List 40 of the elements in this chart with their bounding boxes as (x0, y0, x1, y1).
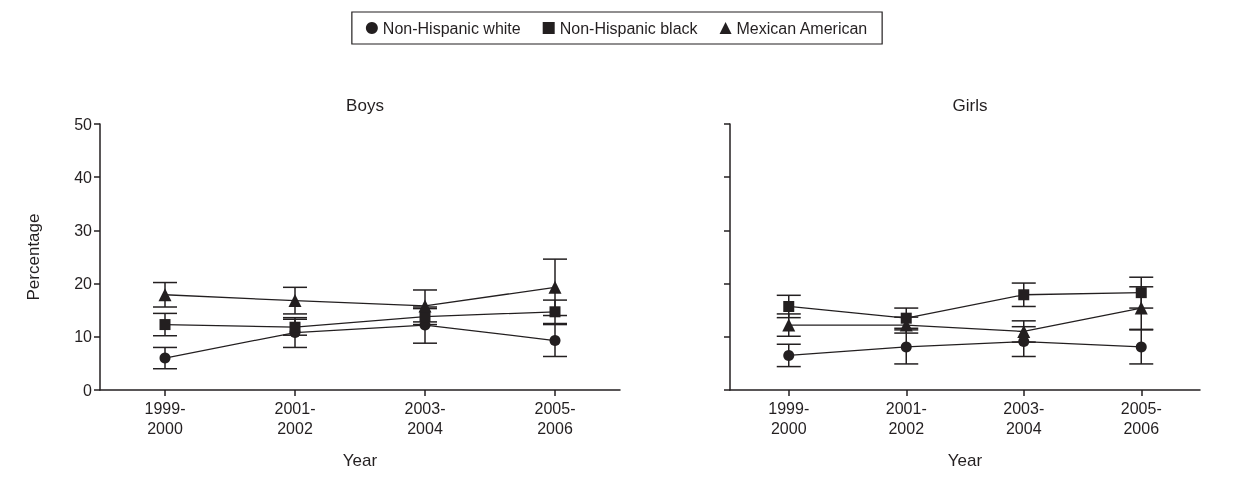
y-tick-label: 0 (83, 381, 93, 399)
legend-label: Non-Hispanic white (382, 19, 521, 37)
point (782, 318, 796, 332)
y-axis-title: Percentage (24, 213, 43, 301)
x-tick-label: 2003- 2004 (1003, 399, 1045, 437)
point (1017, 324, 1031, 338)
point (159, 352, 171, 364)
point (419, 311, 431, 323)
chart-title: Girls (952, 96, 988, 115)
y-tick-label: 20 (74, 275, 93, 293)
legend-label: Non-Hispanic black (559, 19, 699, 37)
point (1135, 341, 1147, 353)
x-tick-label: 2003- 2004 (404, 399, 446, 437)
x-tick-label: 1999- 2000 (768, 399, 810, 437)
y-tick-label: 10 (74, 328, 93, 346)
point (783, 300, 795, 312)
x-tick-label: 2001- 2002 (885, 399, 927, 437)
point (1135, 287, 1147, 299)
y-tick-label: 50 (74, 115, 93, 133)
point (549, 335, 561, 347)
legend-label: Mexican American (736, 19, 868, 37)
x-tick-label: 1999- 2000 (144, 399, 186, 437)
point (783, 349, 795, 361)
y-tick-label: 30 (74, 221, 93, 239)
point (159, 319, 171, 331)
point (548, 280, 562, 294)
x-axis-title: Year (342, 451, 378, 470)
point (158, 288, 172, 302)
point (549, 306, 561, 318)
point (288, 294, 302, 308)
point (418, 299, 432, 313)
x-axis-title: Year (947, 451, 983, 470)
chart-title: Boys (346, 96, 384, 115)
x-tick-label: 2001- 2002 (274, 399, 316, 437)
y-tick-label: 40 (74, 168, 93, 186)
x-tick-label: 2005- 2006 (1120, 399, 1162, 437)
point (900, 341, 912, 353)
x-tick-label: 2005- 2006 (534, 399, 576, 437)
point (1134, 301, 1148, 315)
point (1018, 289, 1030, 301)
